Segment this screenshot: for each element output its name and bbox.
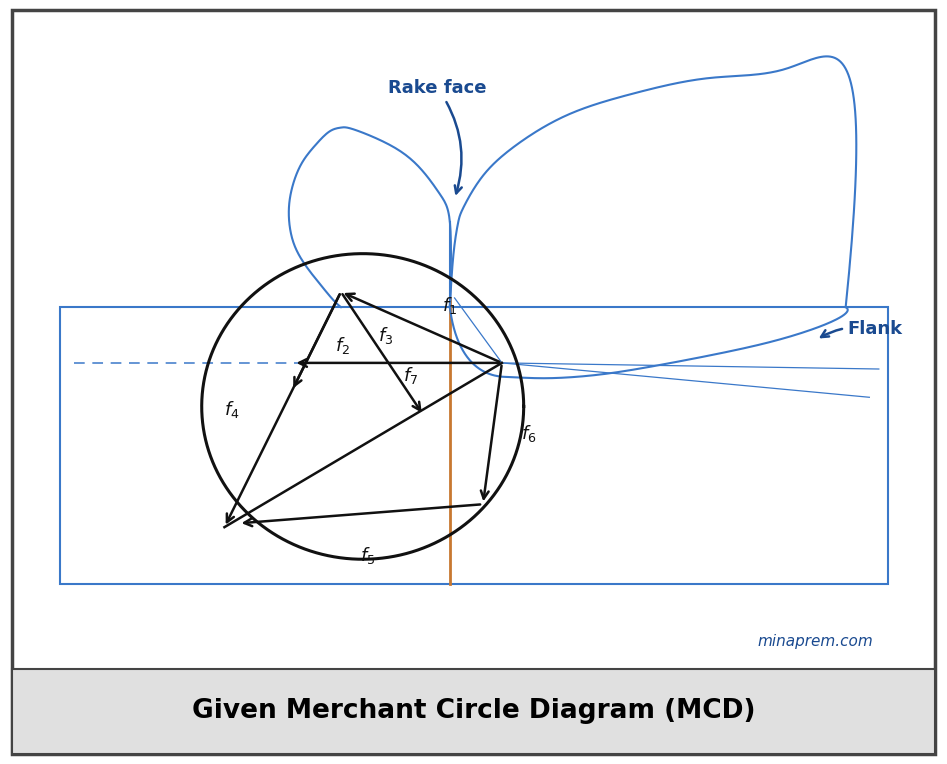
Text: Rake face: Rake face [388, 79, 487, 193]
Text: Given Merchant Circle Diagram (MCD): Given Merchant Circle Diagram (MCD) [191, 698, 756, 724]
Bar [12, 668, 935, 754]
Text: $f_4$: $f_4$ [224, 399, 241, 420]
Text: $f_2$: $f_2$ [335, 335, 350, 355]
Text: $f_5$: $f_5$ [360, 545, 376, 565]
Text: Flank: Flank [821, 319, 902, 338]
Text: $f_7$: $f_7$ [403, 365, 419, 386]
Text: $f_6$: $f_6$ [521, 423, 536, 444]
Text: $f_1$: $f_1$ [442, 295, 457, 316]
Text: $f_3$: $f_3$ [378, 325, 393, 346]
Bar [60, 307, 888, 584]
Text: minaprem.com: minaprem.com [758, 634, 873, 649]
